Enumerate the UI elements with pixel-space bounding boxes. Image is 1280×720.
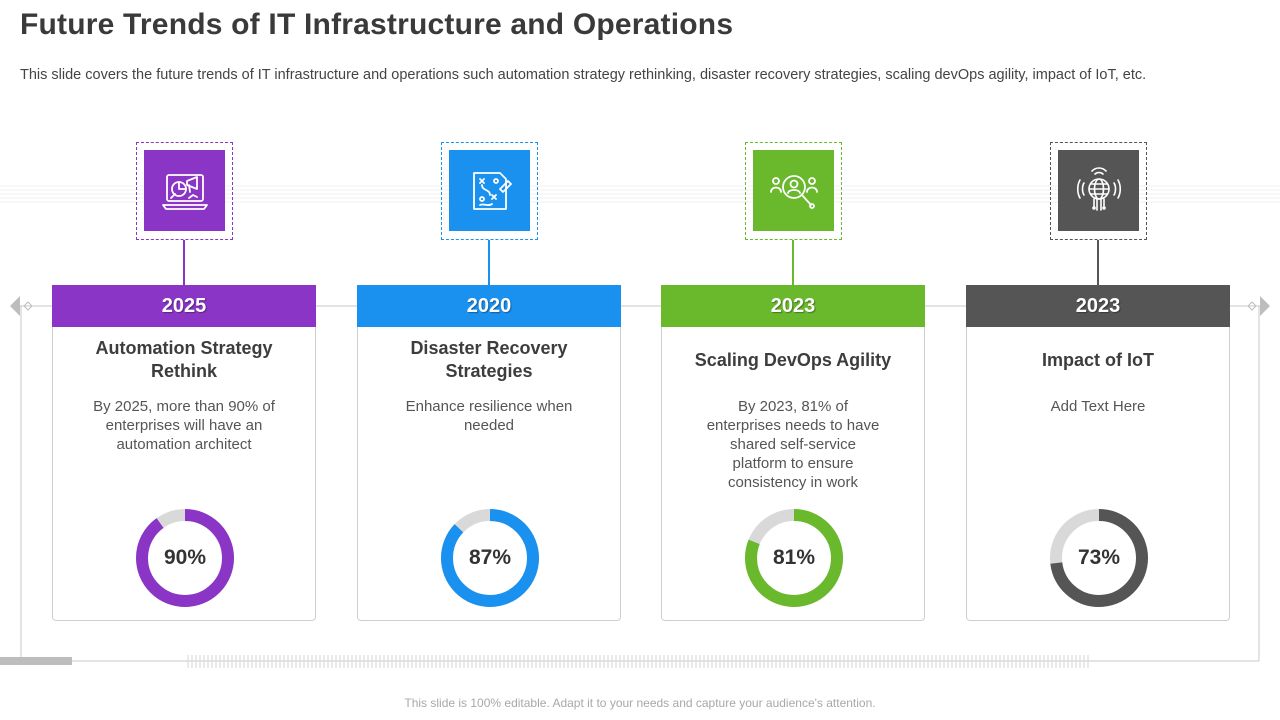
year-banner: 2023 bbox=[966, 285, 1230, 327]
donut-progress-arc bbox=[136, 509, 234, 607]
trend-card-iot: 2023 Impact of IoT Add Text Here 73% bbox=[966, 0, 1230, 720]
progress-donut bbox=[136, 509, 234, 607]
connector-line bbox=[488, 240, 490, 285]
percent-label: 90% bbox=[163, 546, 207, 569]
connector-line bbox=[1097, 240, 1099, 285]
team-search-icon bbox=[769, 174, 818, 209]
icon-frame bbox=[136, 142, 233, 240]
icon-box bbox=[1058, 150, 1139, 231]
card-title: Impact of IoT bbox=[1042, 349, 1154, 370]
donut-progress-arc bbox=[441, 509, 539, 607]
year-banner: 2020 bbox=[357, 285, 621, 327]
card-description: By 2023, 81% of enterprises needs to hav… bbox=[706, 398, 880, 491]
card-description: Enhance resilience when needed bbox=[405, 398, 573, 434]
card-title: Scaling DevOps Agility bbox=[694, 349, 892, 370]
laptop-megaphone-chart-icon bbox=[161, 173, 208, 210]
card-title: Automation Strategy Rethink bbox=[95, 338, 273, 381]
card-body: Automation Strategy Rethink By 2025, mor… bbox=[52, 327, 316, 621]
connector-line bbox=[792, 240, 794, 285]
year-banner: 2023 bbox=[661, 285, 925, 327]
card-title: Disaster Recovery Strategies bbox=[410, 338, 568, 381]
icon-box bbox=[449, 150, 530, 231]
icon-frame bbox=[441, 142, 538, 240]
iot-globe-icon bbox=[1076, 166, 1121, 211]
year-banner: 2025 bbox=[52, 285, 316, 327]
progress-donut bbox=[441, 509, 539, 607]
page-subtitle: This slide covers the future trends of I… bbox=[20, 67, 1147, 83]
percent-label: 87% bbox=[468, 546, 512, 569]
card-body: Impact of IoT Add Text Here 73% bbox=[966, 327, 1230, 621]
card-description: Add Text Here bbox=[1050, 398, 1146, 415]
footer-note: This slide is 100% editable. Adapt it to… bbox=[404, 696, 876, 710]
percent-label: 73% bbox=[1077, 546, 1121, 569]
trend-card-disaster-recovery: 2020 Disaster Recovery Strategies Enhanc… bbox=[357, 0, 621, 720]
icon-box bbox=[753, 150, 834, 231]
icon-frame bbox=[1050, 142, 1147, 240]
icon-box bbox=[144, 150, 225, 231]
card-body: Disaster Recovery Strategies Enhance res… bbox=[357, 327, 621, 621]
strategy-plan-icon bbox=[472, 171, 512, 210]
icon-frame bbox=[745, 142, 842, 240]
trend-card-automation: 2025 Automation Strategy Rethink By 2025… bbox=[52, 0, 316, 720]
percent-label: 81% bbox=[772, 546, 816, 569]
connector-line bbox=[183, 240, 185, 285]
card-body: Scaling DevOps Agility By 2023, 81% of e… bbox=[661, 327, 925, 621]
page-title: Future Trends of IT Infrastructure and O… bbox=[20, 8, 734, 41]
progress-donut bbox=[1050, 509, 1148, 607]
donut-progress-arc bbox=[745, 509, 843, 607]
card-description: By 2025, more than 90% of enterprises wi… bbox=[93, 398, 275, 453]
donut-progress-arc bbox=[1050, 509, 1148, 607]
progress-donut bbox=[745, 509, 843, 607]
trend-card-devops: 2023 Scaling DevOps Agility By 2023, 81%… bbox=[661, 0, 925, 720]
